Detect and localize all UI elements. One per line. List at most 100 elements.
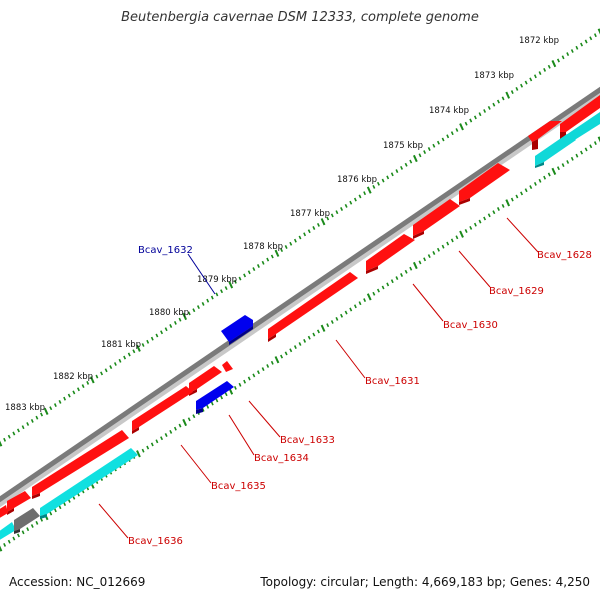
- inner-scale-tick: [520, 191, 524, 196]
- feature-cyan-top[interactable]: [535, 112, 600, 168]
- gene-bcav-1629[interactable]: [459, 163, 510, 205]
- label-bcav-1630[interactable]: Bcav_1630: [443, 320, 498, 331]
- gene-bcav-1632[interactable]: [221, 315, 253, 345]
- outer-scale-tick: [320, 218, 326, 226]
- outer-scale-tick: [63, 396, 67, 401]
- gene-left-edge-1[interactable]: [7, 491, 31, 515]
- inner-scale-tick: [0, 545, 3, 552]
- outer-scale-tick: [386, 175, 390, 180]
- outer-scale-tick: [372, 184, 376, 189]
- outer-scale-tick: [289, 241, 293, 246]
- inner-scale-tick: [473, 222, 477, 227]
- label-bcav-1636[interactable]: Bcav_1636: [128, 536, 183, 547]
- outer-scale-tick: [0, 440, 3, 447]
- gene-bcav-1636[interactable]: [32, 430, 129, 499]
- label-bcav-1628[interactable]: Bcav_1628: [537, 250, 592, 261]
- outer-scale-tick: [597, 28, 600, 35]
- outer-scale-tick: [210, 295, 214, 300]
- outer-scale-tick: [40, 412, 44, 417]
- feature-gray-left[interactable]: [14, 508, 40, 534]
- gene-bcav-1633[interactable]: [222, 361, 233, 372]
- label-bcav-1629[interactable]: Bcav_1629: [489, 286, 544, 297]
- inner-scale-tick: [366, 293, 372, 301]
- outer-scale-tick: [349, 200, 353, 205]
- gene-bcav-1628-segment[interactable]: [528, 121, 562, 150]
- gene-bcav-1635[interactable]: [132, 386, 193, 434]
- outer-scale-tick: [492, 102, 496, 107]
- outer-scale-tick: [570, 49, 574, 53]
- outer-scale-tick: [284, 245, 288, 249]
- outer-scale-tick: [566, 52, 570, 57]
- gene-bcav-1631[interactable]: [268, 272, 358, 342]
- label-bcav-1632[interactable]: Bcav_1632: [138, 245, 193, 256]
- callout-line-bcav-1628: [506, 217, 539, 253]
- inner-scale-tick: [182, 418, 188, 427]
- inner-scale-tick: [372, 291, 376, 296]
- inner-scale-tick: [307, 335, 311, 340]
- outer-scale-tick: [533, 74, 537, 79]
- inner-scale-tick: [381, 285, 385, 290]
- outer-scale-tick: [543, 67, 547, 72]
- inner-scale-tick: [316, 329, 320, 334]
- inner-scale-tick: [335, 316, 339, 321]
- outer-scale-tick: [182, 312, 188, 321]
- gene-bcav-1630b[interactable]: [366, 234, 415, 274]
- outer-scale-tick: [584, 39, 588, 44]
- outer-scale-tick: [252, 267, 256, 272]
- inner-scale-tick: [566, 160, 570, 164]
- outer-scale-tick: [220, 289, 224, 294]
- inner-scale-tick: [450, 238, 454, 243]
- scale-label-1876: 1876 kbp: [337, 175, 377, 185]
- scale-label-1877: 1877 kbp: [290, 209, 330, 219]
- inner-scale-tick: [247, 376, 251, 381]
- scale-label-1880: 1880 kbp: [149, 308, 189, 318]
- outer-scale-tick: [580, 42, 584, 47]
- outer-scale-tick: [353, 197, 357, 202]
- genome-backbone-shadow: [0, 91, 600, 508]
- outer-scale-tick: [400, 165, 404, 170]
- outer-scale-tick: [427, 147, 431, 151]
- inner-scale-tick: [412, 261, 418, 270]
- outer-scale-tick: [432, 143, 436, 148]
- inner-scale-tick: [155, 439, 159, 444]
- label-bcav-1631[interactable]: Bcav_1631: [365, 376, 420, 387]
- gene-bcav-1634-red[interactable]: [189, 366, 222, 396]
- feature-cyan-bottom[interactable]: [40, 448, 138, 519]
- inner-scale-tick: [492, 210, 496, 215]
- inner-scale-tick: [3, 542, 7, 547]
- outer-scale-ticks: [0, 28, 600, 447]
- outer-scale-tick: [390, 172, 394, 177]
- outer-scale-tick: [206, 298, 210, 303]
- label-bcav-1635[interactable]: Bcav_1635: [211, 481, 266, 492]
- outer-scale-tick: [136, 344, 141, 352]
- outer-scale-tick: [307, 229, 311, 234]
- outer-scale-tick: [412, 154, 418, 163]
- outer-scale-tick: [344, 203, 348, 208]
- inner-scale-tick: [178, 423, 182, 428]
- outer-scale-tick: [178, 317, 182, 322]
- inner-scale-tick: [427, 254, 431, 259]
- inner-scale-tick: [30, 524, 34, 528]
- outer-scale-tick: [450, 131, 454, 136]
- gene-left-edge-2[interactable]: [0, 505, 8, 519]
- inner-scale-tick: [206, 404, 210, 409]
- label-bcav-1634[interactable]: Bcav_1634: [254, 453, 309, 464]
- outer-scale-tick: [363, 191, 367, 196]
- gene-bcav-1634[interactable]: [196, 381, 234, 414]
- inner-scale-tick: [464, 229, 468, 233]
- gene-bcav-1630[interactable]: [413, 199, 460, 239]
- outer-scale-tick: [293, 238, 297, 243]
- outer-scale-tick: [376, 181, 380, 186]
- inner-scale-tick: [270, 360, 274, 365]
- inner-scale-tick: [436, 247, 440, 252]
- outer-scale-tick: [446, 134, 450, 139]
- inner-scale-tick: [386, 282, 390, 287]
- outer-scale-tick: [589, 36, 593, 41]
- inner-scale-tick: [40, 517, 44, 522]
- outer-scale-tick: [418, 153, 422, 158]
- outer-scale-tick: [335, 210, 339, 215]
- feature-cyan-left[interactable]: [0, 522, 16, 541]
- label-bcav-1633[interactable]: Bcav_1633: [280, 435, 335, 446]
- scale-label-1883: 1883 kbp: [5, 403, 45, 413]
- inner-scale-tick: [215, 398, 219, 403]
